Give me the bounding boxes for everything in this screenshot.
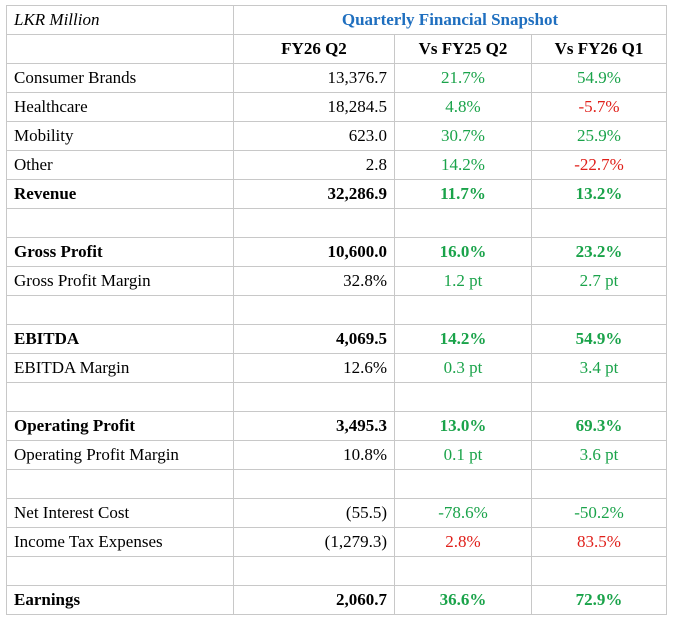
row-label: Consumer Brands bbox=[6, 63, 234, 93]
row-label: Mobility bbox=[6, 121, 234, 151]
row-label: Other bbox=[6, 150, 234, 180]
table-row: Income Tax Expenses (1,279.3) 2.8% 83.5% bbox=[6, 527, 668, 557]
table-row-operating-profit: Operating Profit 3,495.3 13.0% 69.3% bbox=[6, 411, 668, 441]
row-value: 12.6% bbox=[233, 353, 395, 383]
row-yoy: 11.7% bbox=[394, 179, 532, 209]
row-value: 32.8% bbox=[233, 266, 395, 296]
row-qoq: -22.7% bbox=[530, 150, 668, 180]
row-qoq: 83.5% bbox=[530, 527, 668, 557]
table-row-earnings: Earnings 2,060.7 36.6% 72.9% bbox=[6, 585, 668, 615]
spacer-row bbox=[6, 382, 668, 412]
table-row: Healthcare 18,284.5 4.8% -5.7% bbox=[6, 92, 668, 122]
row-value: 13,376.7 bbox=[233, 63, 395, 93]
row-qoq: 54.9% bbox=[530, 63, 668, 93]
row-value: 10,600.0 bbox=[233, 237, 395, 267]
row-yoy: 14.2% bbox=[394, 150, 532, 180]
row-value: 4,069.5 bbox=[233, 324, 395, 354]
row-yoy: 21.7% bbox=[394, 63, 532, 93]
row-qoq: 3.6 pt bbox=[530, 440, 668, 470]
spacer-row bbox=[6, 556, 668, 586]
row-value: 2.8 bbox=[233, 150, 395, 180]
row-value: 3,495.3 bbox=[233, 411, 395, 441]
spacer-row bbox=[6, 295, 668, 325]
row-label: EBITDA bbox=[6, 324, 234, 354]
spacer-row bbox=[6, 208, 668, 238]
row-yoy: 13.0% bbox=[394, 411, 532, 441]
row-qoq: -50.2% bbox=[530, 498, 668, 528]
row-qoq: 69.3% bbox=[530, 411, 668, 441]
header-vs-fy25-q2: Vs FY25 Q2 bbox=[394, 34, 532, 64]
row-yoy: 4.8% bbox=[394, 92, 532, 122]
row-value: 2,060.7 bbox=[233, 585, 395, 615]
title-row: LKR Million Quarterly Financial Snapshot bbox=[6, 5, 668, 35]
row-label: Healthcare bbox=[6, 92, 234, 122]
row-label: EBITDA Margin bbox=[6, 353, 234, 383]
table-row-gross-profit: Gross Profit 10,600.0 16.0% 23.2% bbox=[6, 237, 668, 267]
row-qoq: 2.7 pt bbox=[530, 266, 668, 296]
row-value: (55.5) bbox=[233, 498, 395, 528]
header-vs-fy26-q1: Vs FY26 Q1 bbox=[530, 34, 668, 64]
row-yoy: 2.8% bbox=[394, 527, 532, 557]
row-label: Operating Profit Margin bbox=[6, 440, 234, 470]
row-qoq: 3.4 pt bbox=[530, 353, 668, 383]
table-row: Other 2.8 14.2% -22.7% bbox=[6, 150, 668, 180]
table-row: Net Interest Cost (55.5) -78.6% -50.2% bbox=[6, 498, 668, 528]
table-row: Gross Profit Margin 32.8% 1.2 pt 2.7 pt bbox=[6, 266, 668, 296]
row-value: 10.8% bbox=[233, 440, 395, 470]
row-yoy: 14.2% bbox=[394, 324, 532, 354]
row-yoy: 0.1 pt bbox=[394, 440, 532, 470]
row-value: (1,279.3) bbox=[233, 527, 395, 557]
row-value: 32,286.9 bbox=[233, 179, 395, 209]
row-yoy: 36.6% bbox=[394, 585, 532, 615]
unit-label: LKR Million bbox=[6, 5, 234, 35]
spacer-row bbox=[6, 469, 668, 499]
row-qoq: 25.9% bbox=[530, 121, 668, 151]
row-label: Gross Profit bbox=[6, 237, 234, 267]
row-value: 18,284.5 bbox=[233, 92, 395, 122]
row-yoy: 1.2 pt bbox=[394, 266, 532, 296]
table-row-ebitda: EBITDA 4,069.5 14.2% 54.9% bbox=[6, 324, 668, 354]
header-fy26-q2: FY26 Q2 bbox=[233, 34, 395, 64]
row-qoq: 72.9% bbox=[530, 585, 668, 615]
table-title: Quarterly Financial Snapshot bbox=[232, 5, 668, 35]
row-label: Earnings bbox=[6, 585, 234, 615]
row-yoy: 0.3 pt bbox=[394, 353, 532, 383]
row-label: Operating Profit bbox=[6, 411, 234, 441]
row-label: Net Interest Cost bbox=[6, 498, 234, 528]
table-row-revenue: Revenue 32,286.9 11.7% 13.2% bbox=[6, 179, 668, 209]
table-row: Mobility 623.0 30.7% 25.9% bbox=[6, 121, 668, 151]
row-yoy: -78.6% bbox=[394, 498, 532, 528]
table-row: Operating Profit Margin 10.8% 0.1 pt 3.6… bbox=[6, 440, 668, 470]
table-row: EBITDA Margin 12.6% 0.3 pt 3.4 pt bbox=[6, 353, 668, 383]
row-yoy: 16.0% bbox=[394, 237, 532, 267]
row-label: Income Tax Expenses bbox=[6, 527, 234, 557]
row-value: 623.0 bbox=[233, 121, 395, 151]
header-empty-cell bbox=[6, 34, 234, 64]
financial-snapshot-table: LKR Million Quarterly Financial Snapshot… bbox=[6, 5, 668, 615]
row-yoy: 30.7% bbox=[394, 121, 532, 151]
row-label: Gross Profit Margin bbox=[6, 266, 234, 296]
row-qoq: 54.9% bbox=[530, 324, 668, 354]
row-label: Revenue bbox=[6, 179, 234, 209]
row-qoq: 23.2% bbox=[530, 237, 668, 267]
column-header-row: FY26 Q2 Vs FY25 Q2 Vs FY26 Q1 bbox=[6, 34, 668, 64]
row-qoq: 13.2% bbox=[530, 179, 668, 209]
row-qoq: -5.7% bbox=[530, 92, 668, 122]
table-row: Consumer Brands 13,376.7 21.7% 54.9% bbox=[6, 63, 668, 93]
